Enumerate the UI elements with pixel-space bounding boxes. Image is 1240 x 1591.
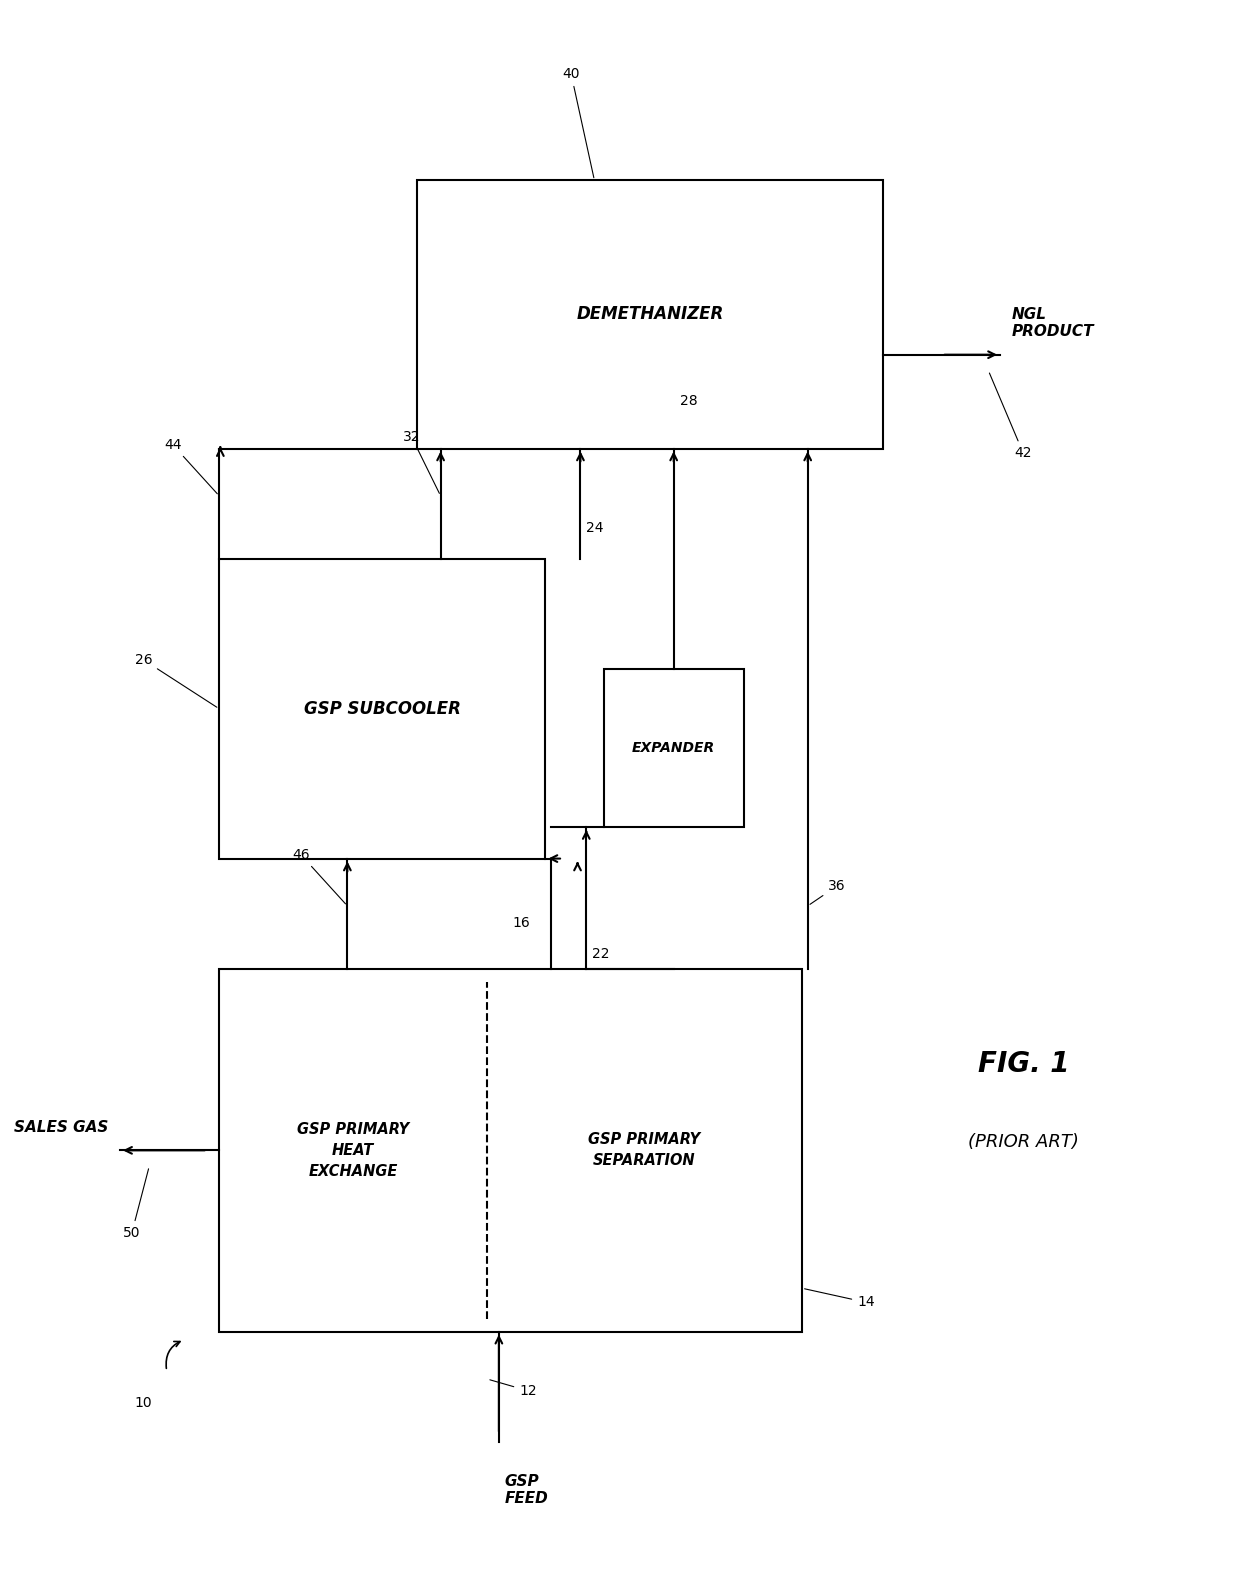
Text: GSP
FEED: GSP FEED	[505, 1473, 548, 1507]
Text: 44: 44	[164, 438, 217, 493]
Text: 16: 16	[512, 915, 531, 929]
Text: 26: 26	[135, 652, 217, 708]
Text: GSP SUBCOOLER: GSP SUBCOOLER	[304, 700, 461, 718]
Text: DEMETHANIZER: DEMETHANIZER	[577, 305, 724, 323]
Text: 22: 22	[593, 947, 610, 961]
Bar	[219, 969, 802, 1332]
Text: 42: 42	[990, 372, 1032, 460]
Text: (PRIOR ART): (PRIOR ART)	[968, 1133, 1079, 1152]
Text: NGL
PRODUCT: NGL PRODUCT	[1012, 307, 1094, 339]
Bar	[219, 558, 546, 859]
Text: 36: 36	[810, 880, 846, 904]
Bar	[418, 180, 883, 449]
Text: FIG. 1: FIG. 1	[977, 1050, 1069, 1077]
Text: GSP PRIMARY
HEAT
EXCHANGE: GSP PRIMARY HEAT EXCHANGE	[298, 1122, 409, 1179]
Text: GSP PRIMARY
SEPARATION: GSP PRIMARY SEPARATION	[589, 1133, 701, 1168]
Text: 28: 28	[680, 395, 697, 409]
Text: 46: 46	[291, 848, 346, 904]
Text: EXPANDER: EXPANDER	[632, 741, 715, 756]
Text: 24: 24	[587, 522, 604, 535]
Text: 50: 50	[123, 1169, 149, 1239]
Text: 12: 12	[490, 1379, 537, 1398]
Text: 40: 40	[563, 67, 594, 178]
Text: 32: 32	[403, 430, 439, 493]
Text: 14: 14	[805, 1289, 874, 1309]
Text: SALES GAS: SALES GAS	[14, 1120, 108, 1134]
Bar	[604, 670, 744, 827]
Text: 10: 10	[135, 1395, 153, 1410]
